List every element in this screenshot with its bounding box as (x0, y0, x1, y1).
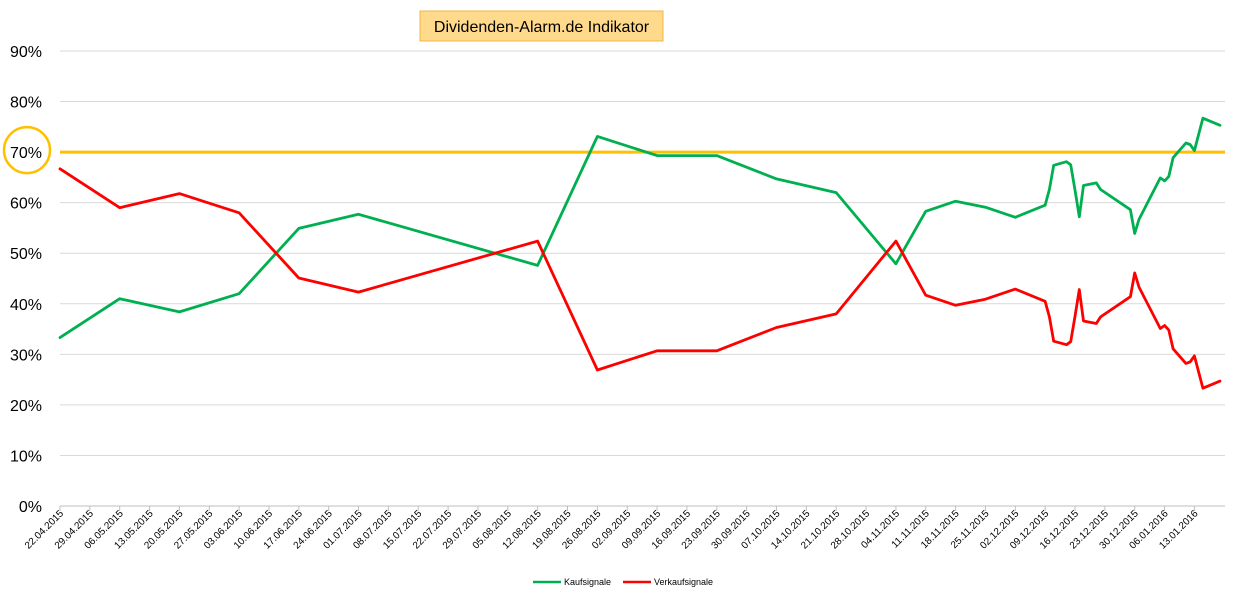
legend-label-verkaufsignale: Verkaufsignale (654, 577, 713, 587)
y-tick-label: 60% (10, 196, 42, 213)
y-tick-label: 70% (10, 145, 42, 162)
y-tick-label: 20% (10, 398, 42, 415)
threshold-marker-circle (2, 125, 52, 175)
series-group (58, 116, 1222, 390)
y-tick-label: 30% (10, 347, 42, 364)
chart-title-box (419, 10, 664, 42)
y-axis: 0% 10% 20% 30% 40% 50% 60% 70% 80% 90% (10, 44, 1225, 516)
legend: Kaufsignale Verkaufsignale (533, 577, 713, 587)
series-line-kaufsignale (58, 116, 1222, 339)
y-tick-label: 80% (10, 95, 42, 112)
chart-title: Dividenden-Alarm.de Indikator (434, 19, 650, 36)
series-line-verkaufsignale (58, 167, 1222, 390)
y-tick-label: 50% (10, 246, 42, 263)
y-tick-label: 40% (10, 297, 42, 314)
y-tick-label: 10% (10, 448, 42, 465)
legend-label-kaufsignale: Kaufsignale (564, 577, 611, 587)
y-tick-label: 90% (10, 44, 42, 61)
y-tick-label: 0% (19, 499, 42, 516)
chart-title-group: Dividenden-Alarm.de Indikator (419, 10, 664, 42)
